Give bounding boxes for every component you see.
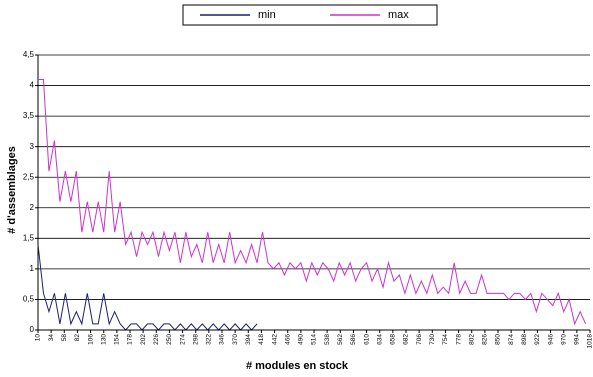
x-tick-label: 754: [442, 334, 449, 345]
x-tick-label: 346: [219, 334, 226, 345]
y-tick-label: 0,5: [23, 295, 35, 304]
y-tick-label: 1: [30, 264, 35, 273]
x-tick-label: 58: [61, 334, 68, 342]
x-tick-label: 586: [350, 334, 357, 345]
x-tick-label: 538: [324, 334, 331, 345]
x-tick-label: 34: [48, 334, 55, 342]
x-tick-label: 442: [271, 334, 278, 345]
x-tick-label: 1018: [587, 334, 593, 349]
x-tick-label: 730: [429, 334, 436, 345]
y-tick-label: 3: [30, 142, 35, 151]
y-tick-label: 0: [30, 325, 35, 334]
legend-label: min: [258, 9, 276, 21]
y-tick-label: 4,5: [23, 50, 35, 59]
x-tick-label: 466: [284, 334, 291, 345]
x-tick-label: 826: [482, 334, 489, 345]
x-tick-label: 82: [74, 334, 81, 342]
x-tick-label: 394: [245, 334, 252, 345]
y-tick-label: 2,5: [23, 172, 35, 181]
x-axis-title: # modules en stock: [246, 360, 349, 372]
x-tick-label: 802: [468, 334, 475, 345]
x-tick-label: 10: [35, 334, 42, 342]
x-tick-label: 226: [153, 334, 160, 345]
x-tick-label: 634: [376, 334, 383, 345]
x-tick-label: 370: [232, 334, 239, 345]
x-tick-label: 154: [114, 334, 121, 345]
y-tick-label: 4: [30, 81, 35, 90]
x-tick-label: 250: [166, 334, 173, 345]
x-tick-label: 898: [521, 334, 528, 345]
legend-label: max: [388, 9, 409, 21]
x-tick-label: 178: [127, 334, 134, 345]
x-tick-label: 562: [337, 334, 344, 345]
y-tick-label: 2: [30, 203, 35, 212]
x-tick-label: 610: [363, 334, 370, 345]
x-tick-label: 994: [574, 334, 581, 345]
x-tick-label: 946: [547, 334, 554, 345]
series-line: [37, 244, 258, 331]
x-tick-label: 322: [206, 334, 213, 345]
x-tick-label: 130: [100, 334, 107, 345]
x-tick-label: 490: [298, 334, 305, 345]
y-tick-label: 3,5: [23, 111, 35, 120]
y-tick-label: 1,5: [23, 233, 35, 242]
x-tick-label: 970: [560, 334, 567, 345]
x-tick-label: 298: [192, 334, 199, 345]
x-tick-label: 682: [403, 334, 410, 345]
x-tick-label: 850: [495, 334, 502, 345]
legend-box: [182, 4, 438, 26]
x-tick-label: 874: [508, 334, 515, 345]
x-tick-label: 514: [311, 334, 318, 345]
series-line: [38, 78, 587, 326]
y-axis-title: # d'assemblages: [6, 146, 18, 234]
x-tick-label: 922: [534, 334, 541, 345]
x-tick-label: 706: [416, 334, 423, 345]
x-tick-label: 418: [258, 334, 265, 345]
x-tick-label: 658: [390, 334, 397, 345]
x-tick-label: 778: [455, 334, 462, 345]
x-tick-label: 106: [87, 334, 94, 345]
x-tick-label: 274: [179, 334, 186, 345]
x-tick-label: 202: [140, 334, 147, 345]
